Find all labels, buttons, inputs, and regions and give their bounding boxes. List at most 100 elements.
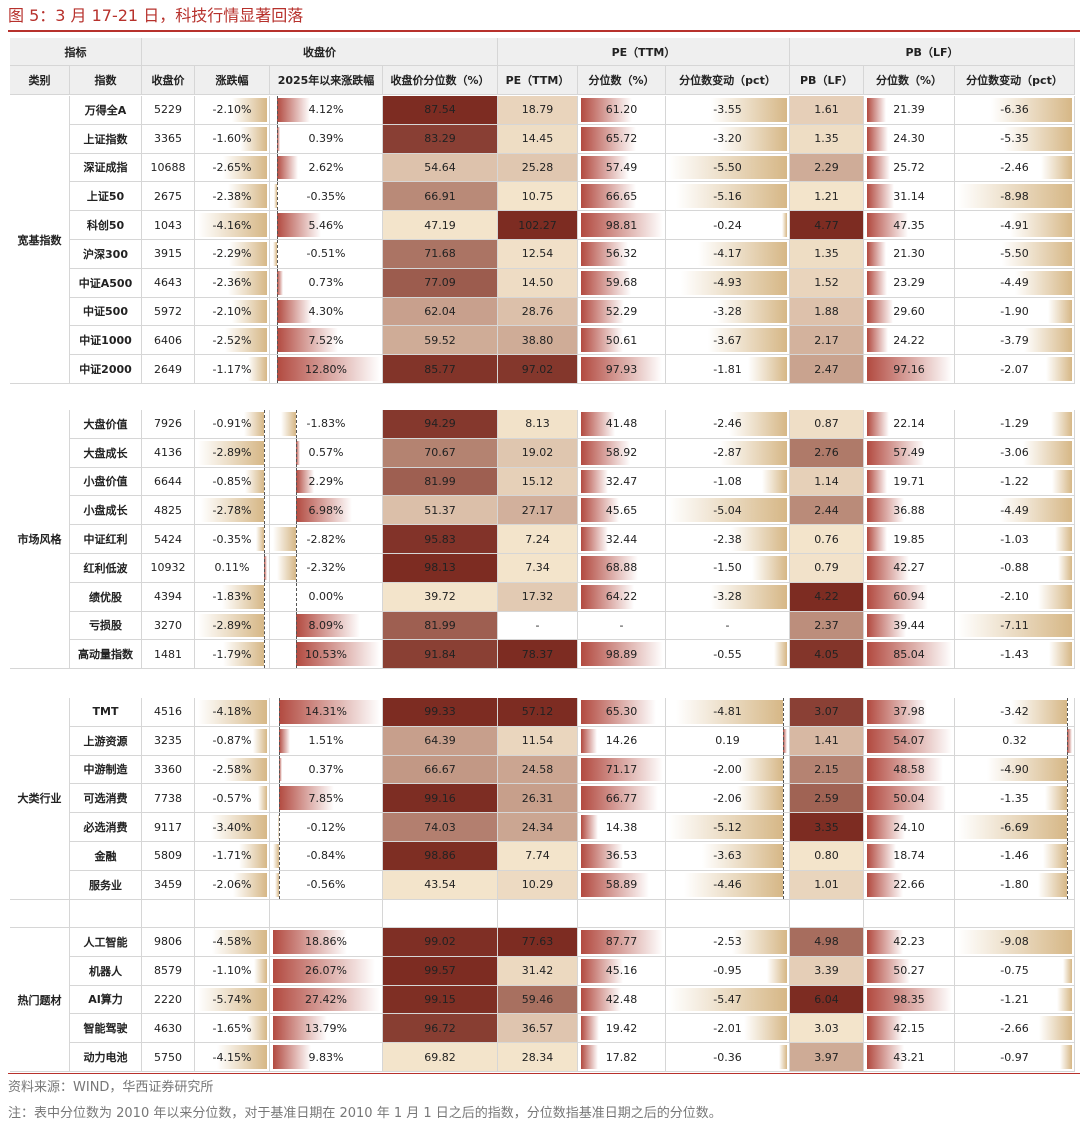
index-name: 科创50: [70, 211, 142, 240]
cell-text: 29.60: [893, 304, 925, 318]
cell-text: 分位数变动（pct）: [966, 74, 1063, 87]
value-cell: 1.51%: [270, 726, 383, 756]
cell-text: -4.17: [713, 247, 742, 261]
cell-text: 77.63: [521, 935, 554, 949]
cell-text: 70.67: [424, 446, 456, 460]
value-cell: 3.39: [790, 956, 864, 986]
index-name: TMT: [70, 698, 142, 727]
cell-text: 3915: [154, 247, 182, 261]
cell-text: -6.36: [1000, 103, 1029, 117]
cell-text: 4.05: [814, 647, 839, 661]
value-cell: 32.47: [578, 467, 666, 497]
cell-text: -2.46: [1000, 160, 1029, 174]
cell-text: 39.44: [893, 618, 925, 632]
index-name: 人工智能: [70, 928, 142, 957]
value-cell: -3.40%: [195, 813, 270, 842]
data-bar: [227, 184, 267, 209]
cell-text: -2.66: [1000, 1021, 1029, 1035]
cell-text: 64.39: [424, 734, 456, 748]
value-cell: 1043: [142, 211, 195, 240]
value-cell: -1.83%: [270, 410, 383, 439]
cell-text: 4136: [154, 446, 182, 460]
data-bar: [247, 357, 267, 381]
value-cell: -2.87: [666, 438, 790, 468]
cell-text: -4.81: [713, 705, 742, 719]
header-column: 分位数（%）: [578, 66, 666, 95]
cell-text: 3.35: [814, 820, 839, 834]
value-cell: -2.06%: [195, 870, 270, 900]
value-cell: 6.04: [790, 985, 864, 1015]
data-bar: [247, 1016, 267, 1041]
data-bar: [232, 98, 267, 122]
data-bar: [211, 930, 267, 954]
value-cell: -2.82%: [270, 525, 383, 554]
data-bar: [1049, 642, 1072, 667]
bar-axis: [264, 410, 266, 438]
value-cell: 41.48: [578, 410, 666, 439]
value-cell: 7738: [142, 784, 195, 814]
cell-text: 36.88: [893, 503, 925, 517]
cell-text: 24.22: [893, 333, 925, 347]
data-bar: [295, 440, 301, 465]
data-bar: [867, 213, 909, 237]
index-name: 金融: [70, 842, 142, 871]
value-cell: 37.98: [864, 698, 955, 727]
bar-axis: [264, 496, 266, 525]
bar-axis: [782, 813, 784, 841]
value-cell: -0.12%: [270, 813, 383, 842]
value-cell: 97.16: [864, 355, 955, 384]
cell-text: 57.49: [605, 160, 638, 174]
data-bar: [253, 958, 267, 983]
value-cell: 51.37: [383, 496, 498, 526]
index-name: 中证1000: [70, 326, 142, 356]
bar-axis: [782, 842, 784, 870]
value-cell: 12.54: [498, 240, 578, 269]
cell-text: 65.72: [605, 132, 638, 146]
cell-text: 42.15: [893, 1021, 925, 1035]
value-cell: 2675: [142, 182, 195, 212]
data-bar: [224, 757, 267, 782]
value-cell: 6406: [142, 326, 195, 356]
cell-text: -3.55: [713, 103, 742, 117]
cell-text: 14.38: [605, 820, 638, 834]
data-bar: [238, 844, 267, 868]
bar-axis: [782, 784, 784, 813]
index-name: 中证红利: [70, 525, 142, 554]
value-cell: -1.29: [955, 410, 1075, 439]
value-cell: 7.52%: [270, 326, 383, 356]
blank-cell: [270, 900, 383, 928]
value-cell: -1.79%: [195, 640, 270, 670]
value-cell: 4.30%: [270, 297, 383, 327]
cell-text: 7738: [154, 791, 182, 805]
cell-text: -6.69: [1000, 820, 1029, 834]
value-cell: -8.98: [955, 182, 1075, 212]
value-cell: 31.42: [498, 956, 578, 986]
value-cell: 68.88: [578, 554, 666, 583]
data-bar: [1022, 440, 1072, 465]
data-bar: [274, 872, 279, 897]
cell-text: -1.83%: [306, 417, 346, 431]
value-cell: 4.22: [790, 582, 864, 612]
data-bar: [1057, 556, 1072, 580]
data-bar: [867, 527, 887, 551]
cell-text: 98.81: [605, 218, 638, 232]
value-cell: 19.02: [498, 438, 578, 468]
cell-text: -2.38: [713, 532, 742, 546]
cell-text: -3.79: [1000, 333, 1029, 347]
header-column: PB（LF）: [790, 66, 864, 95]
value-cell: 24.30: [864, 124, 955, 154]
value-cell: 36.53: [578, 842, 666, 871]
bar-axis: [264, 525, 266, 553]
value-cell: 54.64: [383, 153, 498, 183]
value-cell: 85.77: [383, 355, 498, 384]
cell-text: 分位数（%）: [588, 74, 655, 87]
cell-text: 中证2000: [79, 363, 132, 377]
cell-text: -2.07: [1000, 362, 1029, 376]
bar-axis: [1066, 698, 1068, 726]
cell-text: 7926: [154, 417, 182, 431]
value-cell: 1.35: [790, 240, 864, 269]
cell-text: -1.83%: [212, 590, 252, 604]
index-name: 中证500: [70, 297, 142, 327]
cell-text: 涨跌幅: [215, 74, 249, 87]
